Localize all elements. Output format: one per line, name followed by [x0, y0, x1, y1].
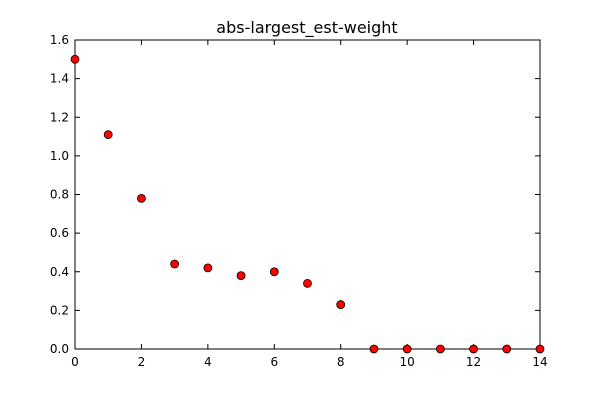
data-point — [103, 130, 113, 140]
data-point — [535, 344, 545, 354]
data-point — [435, 344, 445, 354]
data-point — [236, 271, 246, 281]
x-tick-label: 14 — [532, 355, 547, 369]
data-point — [303, 278, 312, 288]
plot-area: 0 2 4 6 8 10 12 14 0.0 0.2 0.4 0.6 0.8 1.0 1.2 1.4 1.6 — [50, 33, 548, 369]
y-tick-label: 0.8 — [50, 188, 69, 202]
x-tick-label: 2 — [138, 355, 146, 369]
y-tick-label: 1.0 — [50, 149, 69, 163]
data-point — [137, 193, 146, 203]
data-point — [170, 259, 180, 269]
data-point — [402, 344, 412, 354]
x-tick-label: 0 — [71, 355, 79, 369]
x-tick-label: 12 — [466, 355, 481, 369]
data-point — [336, 300, 346, 309]
y-tick-label: 1.2 — [50, 110, 69, 124]
plot-frame — [74, 39, 541, 350]
y-tick-label: 0.2 — [50, 303, 69, 317]
y-tick-label: 0.0 — [50, 342, 69, 356]
y-tick-label: 1.6 — [50, 33, 69, 47]
x-tick-label: 10 — [400, 355, 415, 369]
y-tick-label: 1.4 — [50, 72, 69, 86]
y-tick-label: 0.4 — [50, 265, 69, 279]
data-point — [269, 267, 279, 277]
data-point — [70, 54, 80, 64]
y-tick-label: 0.6 — [50, 226, 69, 240]
data-point — [369, 344, 379, 354]
data-point — [502, 344, 512, 354]
x-tick-label: 4 — [204, 355, 212, 369]
data-point — [469, 344, 478, 354]
data-point — [203, 263, 213, 273]
x-tick-label: 6 — [270, 355, 278, 369]
chart-title: abs-largest_est-weight — [216, 18, 397, 38]
x-tick-label: 8 — [337, 355, 345, 369]
